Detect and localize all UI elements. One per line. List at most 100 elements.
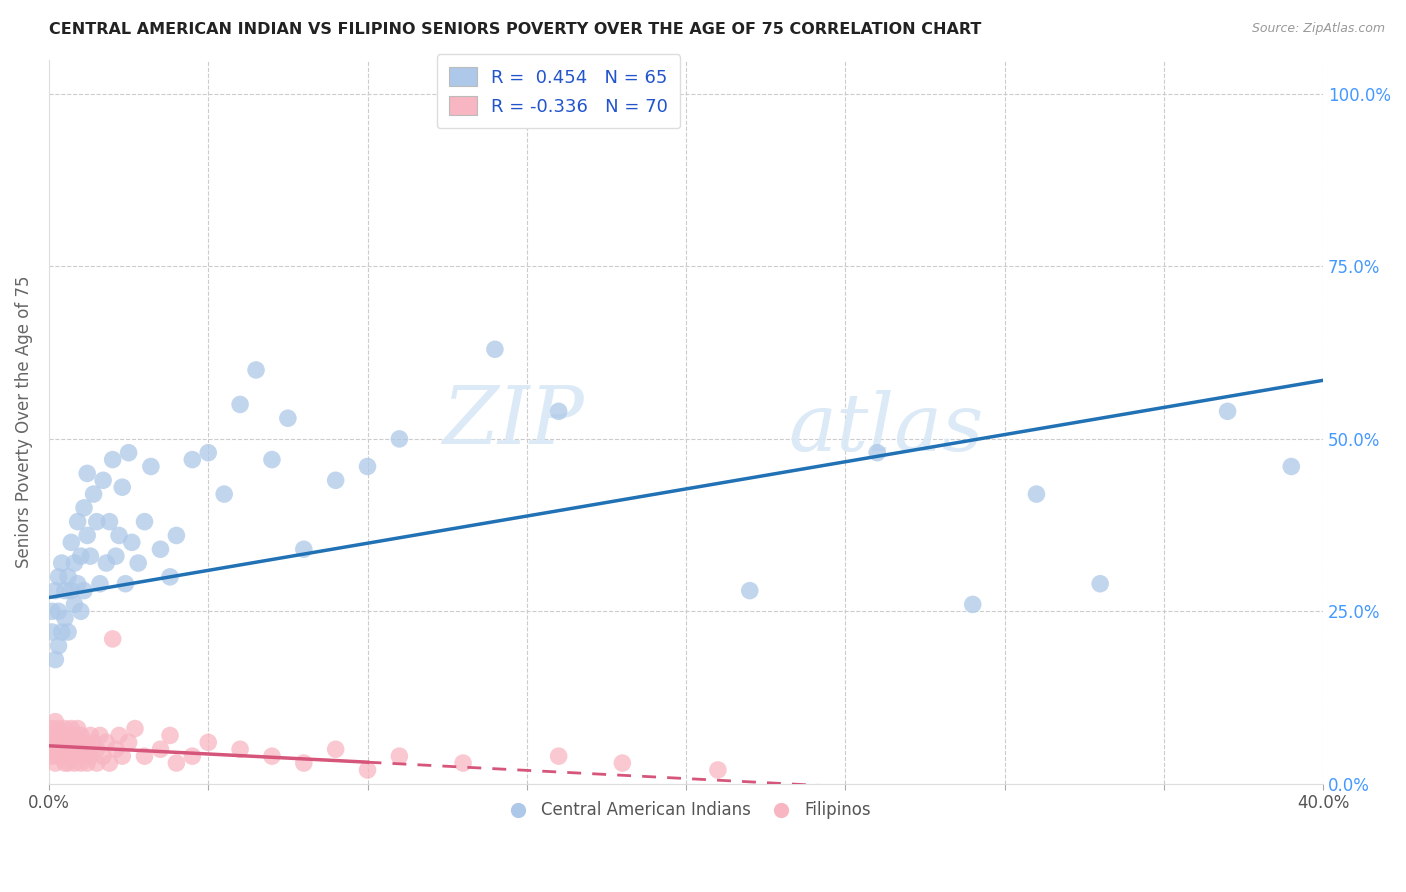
Point (388, 432, 411, 446)
Point (69, 742, 91, 756)
Point (356, 459, 378, 474)
Point (245, 363, 267, 377)
Point (101, 632, 124, 646)
Point (1025, 487, 1047, 501)
Point (56, 625, 79, 640)
Legend: Central American Indians, Filipinos: Central American Indians, Filipinos (495, 795, 877, 826)
Point (292, 542, 315, 557)
Point (260, 749, 283, 764)
Point (108, 729, 131, 743)
Point (44, 714, 66, 729)
Point (83, 735, 105, 749)
Point (41, 604, 63, 618)
Point (325, 473, 347, 487)
Point (60, 749, 83, 764)
Point (104, 549, 127, 563)
Point (53, 749, 76, 764)
Point (44, 583, 66, 598)
Point (41, 749, 63, 764)
Point (181, 452, 204, 467)
Point (44, 756, 66, 770)
Point (197, 735, 219, 749)
Point (96, 735, 118, 749)
Point (124, 722, 146, 736)
Point (63, 756, 86, 770)
Point (60, 722, 83, 736)
Point (66, 515, 89, 529)
Point (73, 749, 96, 764)
Point (86, 515, 108, 529)
Text: ZIP: ZIP (443, 383, 583, 460)
Point (63, 729, 86, 743)
Point (66, 722, 89, 736)
Point (48, 722, 70, 736)
Point (73, 500, 96, 515)
Point (738, 583, 761, 598)
Point (101, 452, 124, 467)
Point (98, 515, 121, 529)
Point (114, 576, 136, 591)
Point (91, 749, 114, 764)
Point (69, 729, 91, 743)
Point (73, 735, 96, 749)
Point (707, 763, 730, 777)
Point (547, 749, 569, 764)
Point (73, 583, 96, 598)
Point (134, 515, 156, 529)
Point (53, 583, 76, 598)
Point (56, 729, 79, 743)
Point (108, 528, 131, 542)
Point (197, 446, 219, 460)
Point (48, 735, 70, 749)
Point (229, 742, 252, 756)
Point (117, 446, 139, 460)
Point (388, 749, 411, 764)
Point (63, 556, 86, 570)
Point (277, 411, 299, 425)
Point (83, 487, 105, 501)
Point (48, 604, 70, 618)
Point (86, 742, 108, 756)
Point (51, 749, 73, 764)
Text: CENTRAL AMERICAN INDIAN VS FILIPINO SENIORS POVERTY OVER THE AGE OF 75 CORRELATI: CENTRAL AMERICAN INDIAN VS FILIPINO SENI… (49, 22, 981, 37)
Point (63, 742, 86, 756)
Point (48, 749, 70, 764)
Point (44, 735, 66, 749)
Point (66, 749, 89, 764)
Point (60, 583, 83, 598)
Point (181, 749, 204, 764)
Point (149, 542, 172, 557)
Point (53, 722, 76, 736)
Point (69, 549, 91, 563)
Point (41, 625, 63, 640)
Point (111, 749, 134, 764)
Point (51, 556, 73, 570)
Point (56, 742, 79, 756)
Text: atlas: atlas (787, 390, 983, 467)
Y-axis label: Seniors Poverty Over the Age of 75: Seniors Poverty Over the Age of 75 (15, 276, 32, 568)
Point (1279, 459, 1302, 474)
Point (51, 742, 73, 756)
Point (104, 742, 127, 756)
Point (53, 611, 76, 625)
Point (48, 570, 70, 584)
Point (260, 452, 283, 467)
Point (292, 756, 315, 770)
Point (53, 756, 76, 770)
Point (48, 742, 70, 756)
Point (60, 742, 83, 756)
Point (1088, 576, 1111, 591)
Point (98, 756, 121, 770)
Point (66, 576, 89, 591)
Point (79, 749, 101, 764)
Point (117, 735, 139, 749)
Point (139, 459, 162, 474)
Point (51, 729, 73, 743)
Point (44, 652, 66, 666)
Point (325, 742, 347, 756)
Point (86, 756, 108, 770)
Point (134, 749, 156, 764)
Point (60, 535, 83, 549)
Point (356, 763, 378, 777)
Point (76, 528, 98, 542)
